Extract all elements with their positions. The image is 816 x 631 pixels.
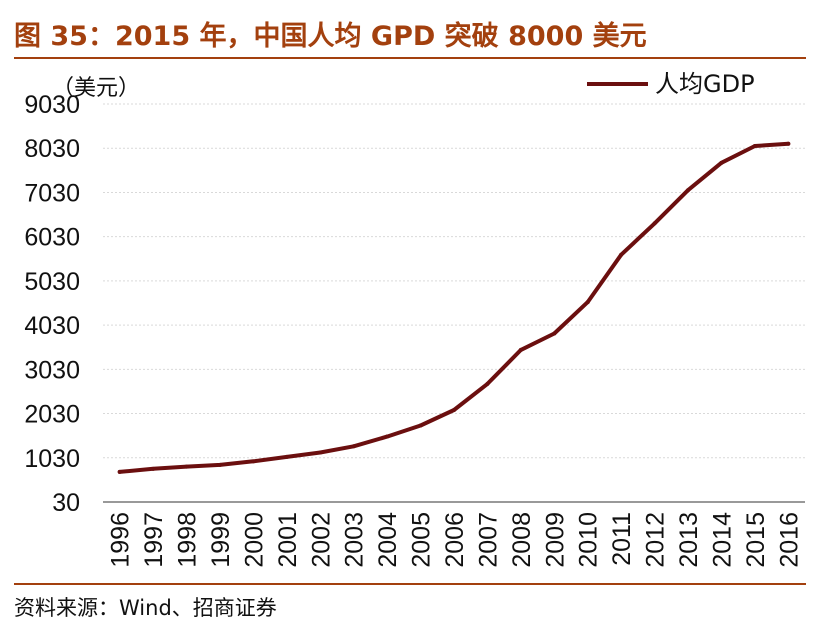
gridlines (103, 103, 805, 459)
x-tick-label: 2008 (508, 512, 536, 568)
data-point (251, 459, 256, 464)
x-tick-label: 2001 (274, 512, 302, 568)
data-point (686, 188, 690, 193)
legend: 人均GDP (587, 70, 755, 98)
data-point (151, 466, 156, 471)
y-tick-label: 7030 (24, 179, 80, 207)
data-point (418, 423, 423, 428)
legend-label: 人均GDP (655, 70, 755, 98)
series-line-gdp-per-capita (117, 141, 791, 474)
x-tick-label: 2012 (642, 512, 670, 568)
data-point (518, 347, 523, 352)
x-tick-label: 1999 (207, 512, 235, 568)
data-point (117, 469, 122, 474)
data-point (385, 434, 390, 439)
y-tick-label: 3030 (24, 356, 80, 384)
y-axis-unit-label: （美元） (52, 76, 140, 101)
data-point (184, 464, 189, 469)
chart-title: 图 35：2015 年，中国人均 GPD 突破 8000 美元 (14, 21, 647, 52)
x-tick-label: 2005 (408, 512, 436, 568)
x-tick-label: 1996 (107, 512, 135, 568)
data-point (752, 144, 757, 149)
x-tick-label: 2006 (441, 512, 469, 568)
y-tick-label: 2030 (24, 401, 80, 429)
x-tick-label: 2010 (575, 512, 603, 568)
data-point (485, 381, 490, 386)
x-tick-label: 2007 (474, 512, 502, 568)
x-tick-label: 2016 (775, 512, 803, 568)
series-layer (117, 141, 791, 474)
data-point (719, 160, 724, 165)
y-axis-ticks: 30 1030 2030 3030 4030 5030 6030 7030 8030 9030 (24, 91, 80, 517)
source-rule (14, 583, 806, 585)
y-tick-label: 9030 (24, 91, 80, 119)
x-tick-label: 1997 (140, 512, 168, 568)
y-tick-label: 30 (52, 489, 80, 517)
data-point (619, 252, 624, 257)
data-point (585, 300, 590, 305)
x-tick-label: 2011 (608, 512, 636, 566)
x-tick-label: 1998 (174, 512, 202, 568)
x-tick-label: 2002 (307, 512, 335, 568)
x-tick-label: 2013 (675, 512, 703, 568)
x-tick-label: 2009 (541, 512, 569, 568)
source-note: 资料来源：Wind、招商证券 (14, 596, 277, 620)
data-point (351, 444, 356, 449)
data-point (786, 141, 791, 146)
data-point (452, 408, 456, 413)
y-tick-label: 4030 (24, 312, 80, 340)
x-axis-ticks: 1996 1997 1998 1999 2000 2001 2002 2003 2004 2005… (107, 512, 804, 568)
y-tick-label: 5030 (24, 268, 80, 296)
y-tick-label: 6030 (24, 224, 80, 252)
data-point (552, 331, 557, 336)
data-point (284, 454, 289, 459)
x-tick-label: 2014 (708, 512, 736, 568)
x-tick-label: 2000 (240, 512, 268, 568)
data-point (318, 450, 323, 455)
data-point (652, 221, 657, 226)
x-tick-label: 2003 (341, 512, 369, 568)
x-tick-label: 2004 (374, 512, 402, 568)
y-tick-label: 8030 (24, 135, 80, 163)
title-rule (14, 57, 806, 59)
data-point (218, 462, 222, 467)
x-tick-label: 2015 (742, 512, 770, 568)
y-tick-label: 1030 (24, 445, 80, 473)
